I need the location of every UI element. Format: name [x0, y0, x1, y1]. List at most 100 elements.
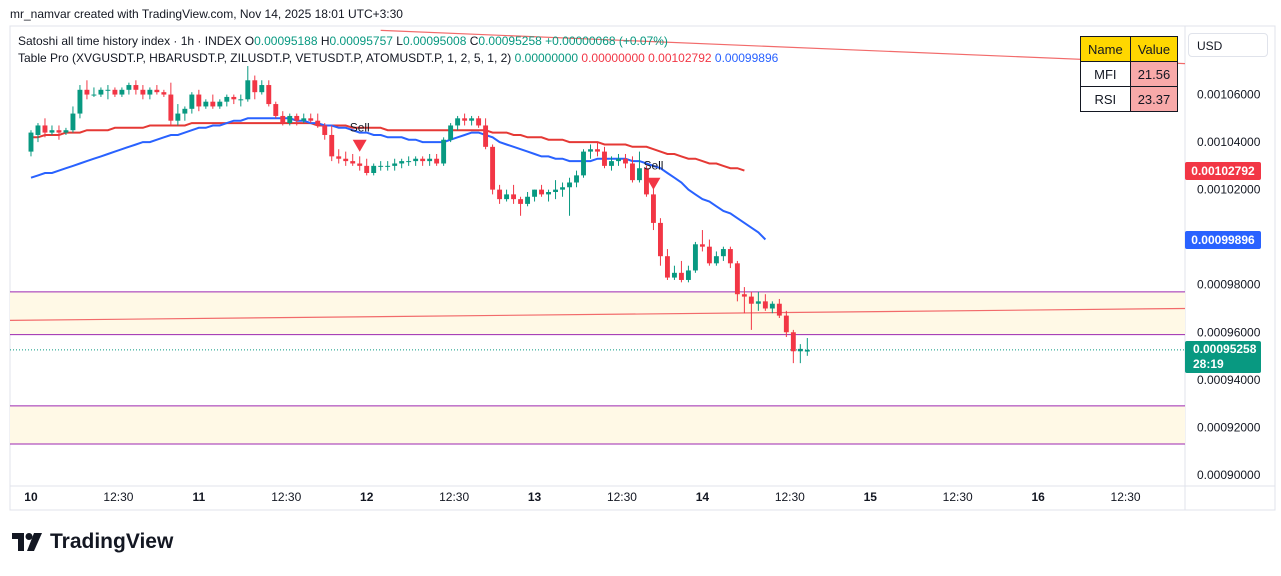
candle: [98, 87, 104, 97]
candle-body: [699, 244, 705, 247]
candle: [280, 111, 286, 126]
candle: [532, 189, 538, 202]
candle: [364, 158, 370, 176]
candle-body: [783, 315, 789, 333]
candle-body: [455, 118, 461, 126]
symbol-name[interactable]: Satoshi all time history index · 1h · IN…: [18, 34, 242, 48]
candle-body: [434, 158, 440, 164]
candle: [224, 94, 230, 107]
candle-body: [273, 104, 279, 116]
candle-body: [196, 94, 202, 107]
candle-body: [308, 118, 314, 121]
x-tick-label: 12:30: [271, 490, 301, 504]
candle-body: [525, 196, 531, 204]
candle-body: [203, 101, 209, 107]
candle-body: [595, 149, 600, 152]
candle: [203, 99, 209, 109]
candle-body: [511, 194, 517, 200]
candle-body: [602, 151, 607, 166]
candle: [259, 80, 265, 95]
x-tick-label: 11: [192, 490, 205, 504]
candle: [168, 82, 174, 126]
candle: [231, 94, 237, 105]
y-tick-label: 0.00106000: [1197, 88, 1261, 102]
candle-body: [294, 115, 300, 121]
candle: [56, 125, 62, 140]
red-moving-average-line: [31, 122, 745, 172]
ohlc-close-label: C: [469, 34, 479, 48]
last-price-tag: 0.00095258 28:19: [1185, 340, 1261, 373]
candle-body: [748, 296, 754, 304]
candle-body: [462, 118, 468, 121]
candle-body: [406, 161, 412, 163]
candle: [588, 144, 593, 159]
candle-body: [252, 80, 258, 93]
candle: [651, 187, 656, 231]
ohlc-high-label: H: [320, 34, 330, 48]
candle-body: [623, 158, 628, 164]
candle: [336, 149, 342, 164]
indicator-value-3: 0.00102792: [648, 51, 712, 65]
candle: [189, 92, 195, 114]
candle: [602, 146, 607, 169]
candle: [301, 113, 307, 124]
candle-body: [483, 125, 489, 147]
candle: [553, 180, 558, 200]
bar-countdown: 28:19: [1193, 356, 1224, 371]
candle: [525, 192, 531, 207]
candle-body: [28, 132, 34, 152]
candle-body: [734, 263, 740, 295]
candle: [623, 153, 628, 169]
candle-body: [266, 85, 272, 105]
x-tick-label: 12:30: [1111, 490, 1141, 504]
indicator-table: Name Value MFI 21.56 RSI 23.37: [1080, 36, 1179, 112]
chart-border: [9, 25, 1276, 511]
candle: [70, 106, 76, 133]
candle-body: [560, 187, 565, 190]
candle: [49, 125, 55, 135]
candle: [392, 158, 398, 171]
candle-body: [140, 89, 146, 95]
candle: [182, 106, 188, 121]
candle-body: [245, 80, 251, 100]
candle-body: [504, 194, 510, 200]
candle: [420, 156, 426, 166]
candle: [713, 251, 719, 266]
candle-body: [539, 189, 544, 195]
candle-body: [518, 199, 524, 204]
candle-body: [371, 165, 377, 173]
candle: [406, 156, 412, 166]
candle-body: [755, 301, 761, 304]
symbol-legend: Satoshi all time history index · 1h · IN…: [18, 34, 668, 48]
candle-body: [671, 272, 677, 278]
candle-body: [713, 256, 719, 264]
y-tick-label: 0.00094000: [1197, 373, 1261, 387]
candle-body: [769, 303, 775, 309]
x-tick-label: 12:30: [775, 490, 805, 504]
x-tick-label: 12:30: [103, 490, 133, 504]
y-tick-label: 0.00096000: [1197, 325, 1261, 339]
candle: [196, 89, 202, 112]
candle-body: [336, 156, 342, 159]
candle-body: [553, 189, 558, 193]
last-price-value: 0.00095258: [1193, 341, 1257, 356]
x-tick-label: 12: [360, 490, 374, 504]
candle-body: [63, 130, 69, 133]
candle-body: [42, 125, 48, 133]
candle-body: [301, 118, 307, 121]
y-tick-label: 0.00092000: [1197, 420, 1261, 434]
indicator-name[interactable]: Table Pro (XVGUSDT.P, HBARUSDT.P, ZILUSD…: [18, 51, 512, 65]
candle: [755, 291, 761, 311]
currency-button[interactable]: USD: [1188, 33, 1268, 57]
candle: [518, 196, 524, 216]
candle-body: [399, 161, 405, 164]
candle: [595, 142, 600, 157]
candle-body: [490, 146, 496, 190]
candle-body: [609, 161, 614, 166]
candle: [252, 75, 258, 100]
tradingview-brand[interactable]: TradingView: [12, 530, 173, 554]
candle-body: [84, 89, 90, 95]
x-tick-label: 14: [696, 490, 710, 504]
candle-body: [616, 158, 621, 162]
